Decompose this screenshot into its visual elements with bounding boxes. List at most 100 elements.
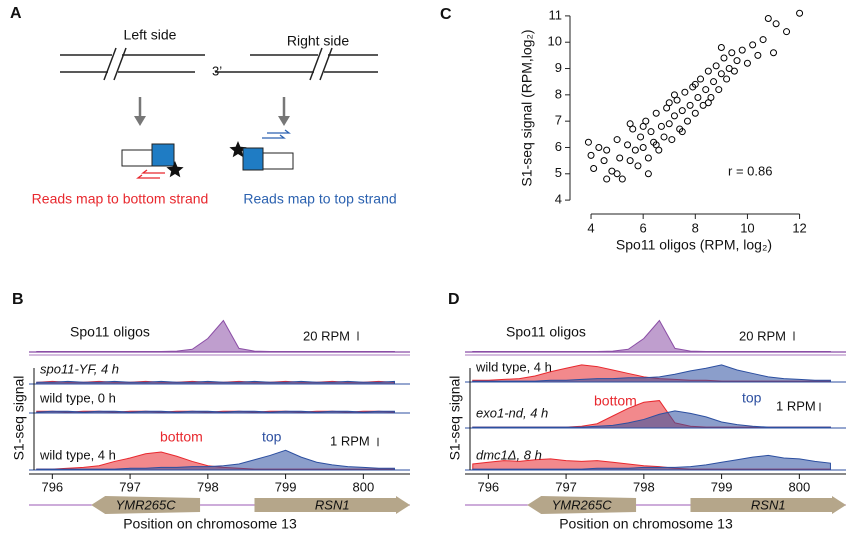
dna-diagram [60,47,378,81]
point [668,136,676,144]
track-label: spo11-YF, 4 h [40,361,119,376]
point [618,175,626,183]
point [603,146,611,154]
arrows [134,97,290,126]
point [681,88,689,96]
x-tick-label: 797 [119,479,141,494]
gene-label: YMR265C [116,497,177,512]
x-tick-label: 4 [587,220,594,235]
point [712,62,720,70]
point [694,93,702,101]
signal-area [36,449,395,471]
gene [690,496,846,514]
point [631,146,639,154]
panel-label: B [12,291,24,308]
y-tick-label: 7 [555,113,562,128]
x-tick-label: 8 [692,220,699,235]
track-label: Spo11 oligos [506,324,586,340]
y-tick-label: 8 [555,86,562,101]
y-tick-label: 10 [548,34,562,49]
left-side-label: Left side [124,27,177,43]
scale-label: 1 RPM [330,433,370,448]
x-tick-label: 796 [477,479,499,494]
annotation: top [742,390,762,406]
point [660,133,668,141]
point [796,9,804,17]
point [723,75,731,83]
x-tick-label: 797 [555,479,577,494]
point [665,120,673,128]
point [644,154,652,162]
right-side-label: Right side [287,33,349,49]
track-label: wild type, 0 h [39,390,116,405]
point [770,49,778,57]
point [644,170,652,178]
signal-area [472,364,831,383]
point [717,70,725,78]
point [626,157,634,165]
point [603,175,611,183]
point [665,99,673,107]
point [772,20,780,28]
signal-area [472,454,831,471]
gene [91,496,201,514]
x-tick-label: 10 [740,220,754,235]
gene-label: YMR265C [552,497,613,512]
point [717,43,725,51]
top-strand-caption: Reads map to top strand [243,191,396,207]
point [733,57,741,65]
spo11-area [472,319,831,353]
panel-label: A [10,5,22,22]
point [678,128,686,136]
point [616,154,624,162]
point [634,162,642,170]
x-tick-label: 799 [711,479,733,494]
y-axis-label: S1-seq signal (RPM,log₂) [519,29,535,186]
panel-label: C [440,6,452,23]
point [595,143,603,151]
point [624,141,632,149]
x-tick-label: 796 [41,479,63,494]
y-axis-label: S1-seq signal [447,376,463,461]
point [639,143,647,151]
point [637,133,645,141]
point [647,128,655,136]
y-tick-label: 5 [555,165,562,180]
point [584,138,592,146]
point [702,86,710,94]
track-label: wild type, 4 h [39,447,116,462]
scale-label: 20 RPM [303,328,350,343]
point [626,120,634,128]
point [691,80,699,88]
point [704,67,712,75]
x-axis-label: Spo11 oligos (RPM, log₂) [616,237,772,253]
read-diagram [121,129,294,179]
point [730,67,738,75]
y-tick-label: 9 [555,60,562,75]
point [670,112,678,120]
point [683,117,691,125]
point [639,122,647,130]
track-label: wild type, 4 h [475,359,552,374]
track-label: exo1-nd, 4 h [476,405,548,420]
point [710,78,718,86]
point [704,99,712,107]
gene [527,496,637,514]
point [691,109,699,117]
scale-label: 1 RPM [776,398,816,413]
track-label: Spo11 oligos [70,324,150,340]
annotation: r = 0.86 [728,163,772,178]
signal-area [36,380,395,385]
point [743,59,751,67]
point [754,51,762,59]
signal-area [472,410,831,429]
gene-label: RSN1 [315,497,350,512]
spo11-area [36,319,395,353]
x-axis-label: Position on chromosome 13 [123,516,297,532]
bottom-strand-caption: Reads map to bottom strand [32,191,209,207]
scale-label: 20 RPM [739,328,786,343]
y-tick-label: 4 [555,192,562,207]
point [613,170,621,178]
track-label: dmc1Δ, 8 h [476,447,542,462]
